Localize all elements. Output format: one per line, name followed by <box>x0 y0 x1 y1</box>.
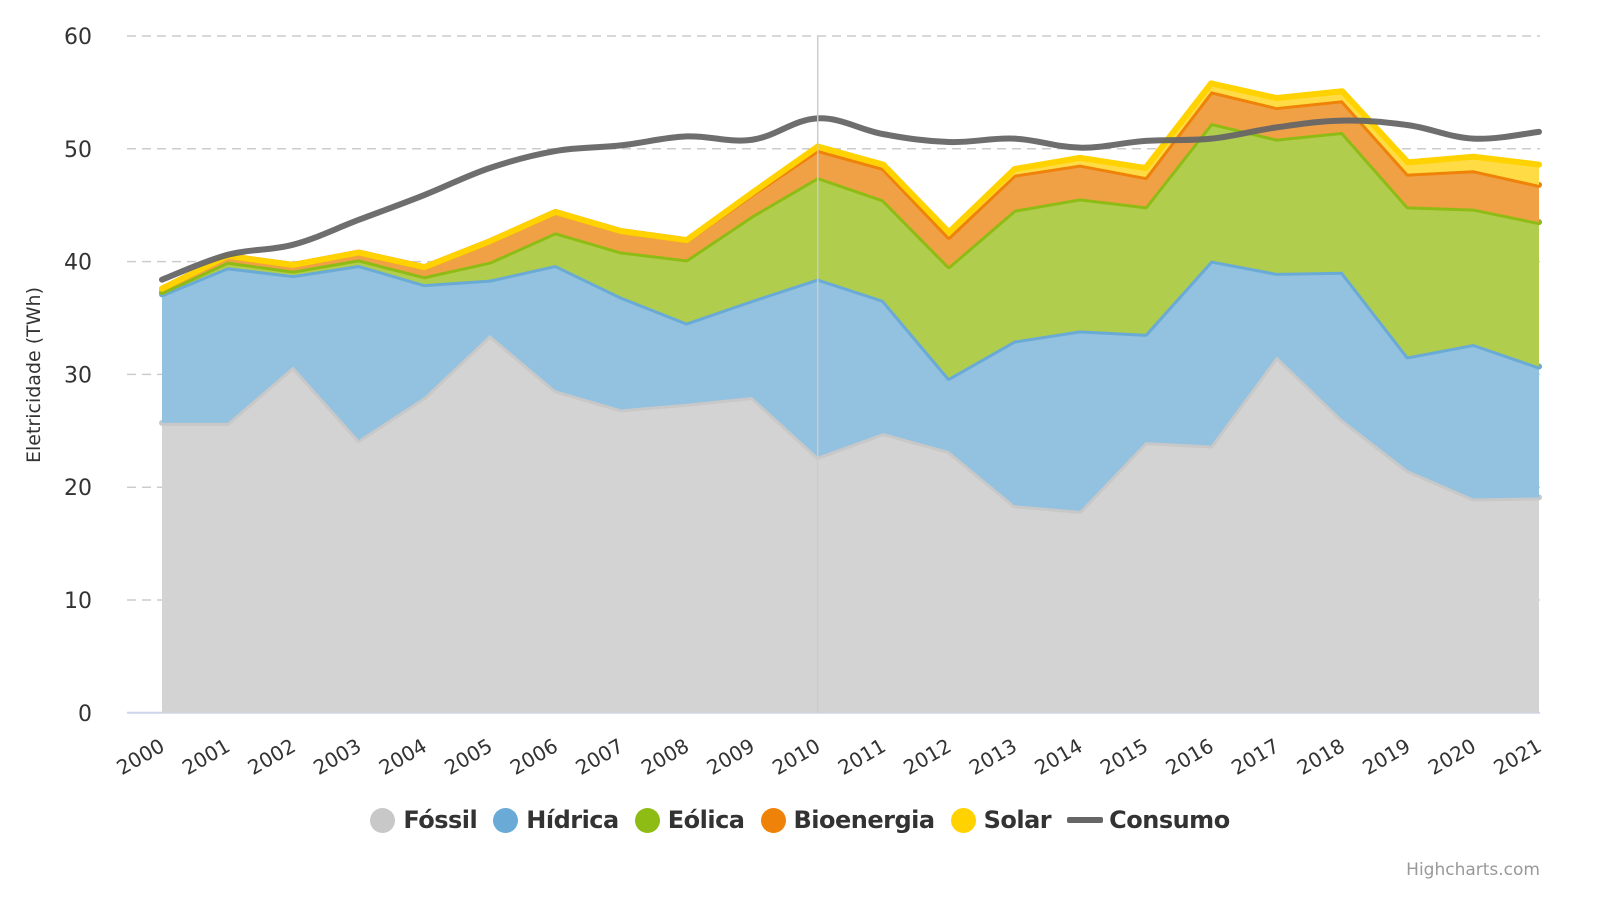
legend-item-solar[interactable]: Solar <box>950 806 1052 834</box>
y-tick-label: 50 <box>64 138 92 163</box>
legend-line-symbol <box>1067 817 1104 823</box>
x-tick-label: 2011 <box>834 734 890 780</box>
y-tick-label: 60 <box>64 25 92 50</box>
x-tick-label: 2019 <box>1358 734 1414 780</box>
y-tick-label: 40 <box>64 251 92 276</box>
area-fossil[interactable] <box>162 334 1539 713</box>
legend-circle-symbol <box>370 807 396 833</box>
x-axis-labels: 2000 2001 2002 2003 2004 2005 2006 2007 2008 2009… <box>112 734 1545 780</box>
legend-item-bioenergia[interactable]: Bioenergia <box>760 806 936 834</box>
x-tick-label: 2003 <box>309 734 365 780</box>
x-tick-label: 2001 <box>178 734 234 780</box>
legend-circle-symbol <box>760 807 786 833</box>
y-axis-labels: 0 10 20 30 40 50 60 <box>64 25 92 727</box>
legend-item-fossil[interactable]: Fóssil <box>370 806 478 834</box>
x-tick-label: 2021 <box>1489 734 1545 780</box>
legend-item-hidrica[interactable]: Hídrica <box>493 806 619 834</box>
legend-item-eolica[interactable]: Eólica <box>634 806 745 834</box>
plot-series <box>159 80 1542 713</box>
x-tick-label: 2016 <box>1162 734 1218 780</box>
x-tick-label: 2006 <box>506 734 562 780</box>
legend-item-consumo[interactable]: Consumo <box>1067 806 1230 834</box>
x-tick-label: 2015 <box>1096 734 1152 780</box>
x-tick-label: 2008 <box>637 734 693 780</box>
credits-link[interactable]: Highcharts.com <box>1406 860 1540 880</box>
area-hidrica[interactable] <box>162 260 1539 511</box>
legend-circle-symbol <box>950 807 976 833</box>
legend-circle-symbol <box>634 807 660 833</box>
y-tick-label: 0 <box>78 702 92 727</box>
y-tick-label: 30 <box>64 363 92 388</box>
x-tick-label: 2014 <box>1030 734 1086 780</box>
x-tick-label: 2000 <box>112 734 168 780</box>
legend-circle-symbol <box>493 807 519 833</box>
x-tick-label: 2012 <box>899 734 955 780</box>
legend-label: Hídrica <box>526 806 619 834</box>
x-tick-label: 2007 <box>571 734 627 780</box>
x-tick-label: 2013 <box>965 734 1021 780</box>
legend-label: Solar <box>983 806 1052 834</box>
x-tick-label: 2009 <box>703 734 759 780</box>
area-eolica[interactable] <box>162 122 1539 378</box>
y-tick-label: 10 <box>64 589 92 614</box>
x-tick-label: 2017 <box>1227 734 1283 780</box>
x-tick-label: 2005 <box>440 734 496 780</box>
legend-label: Consumo <box>1109 806 1230 834</box>
legend-label: Bioenergia <box>793 806 936 834</box>
y-tick-label: 20 <box>64 476 92 501</box>
x-tick-label: 2010 <box>768 734 824 780</box>
x-tick-label: 2004 <box>375 734 431 780</box>
x-tick-label: 2020 <box>1424 734 1480 780</box>
x-tick-label: 2018 <box>1293 734 1349 780</box>
x-tick-label: 2002 <box>244 734 300 780</box>
legend-label: Fóssil <box>403 806 478 834</box>
legend: Fóssil Hídrica Eólica Bioenergia Solar Consum… <box>0 806 1600 834</box>
legend-label: Eólica <box>667 806 745 834</box>
y-axis-title: Eletricidade (TWh) <box>23 287 45 463</box>
line-consumo[interactable] <box>159 115 1542 283</box>
line-solar <box>159 80 1542 292</box>
